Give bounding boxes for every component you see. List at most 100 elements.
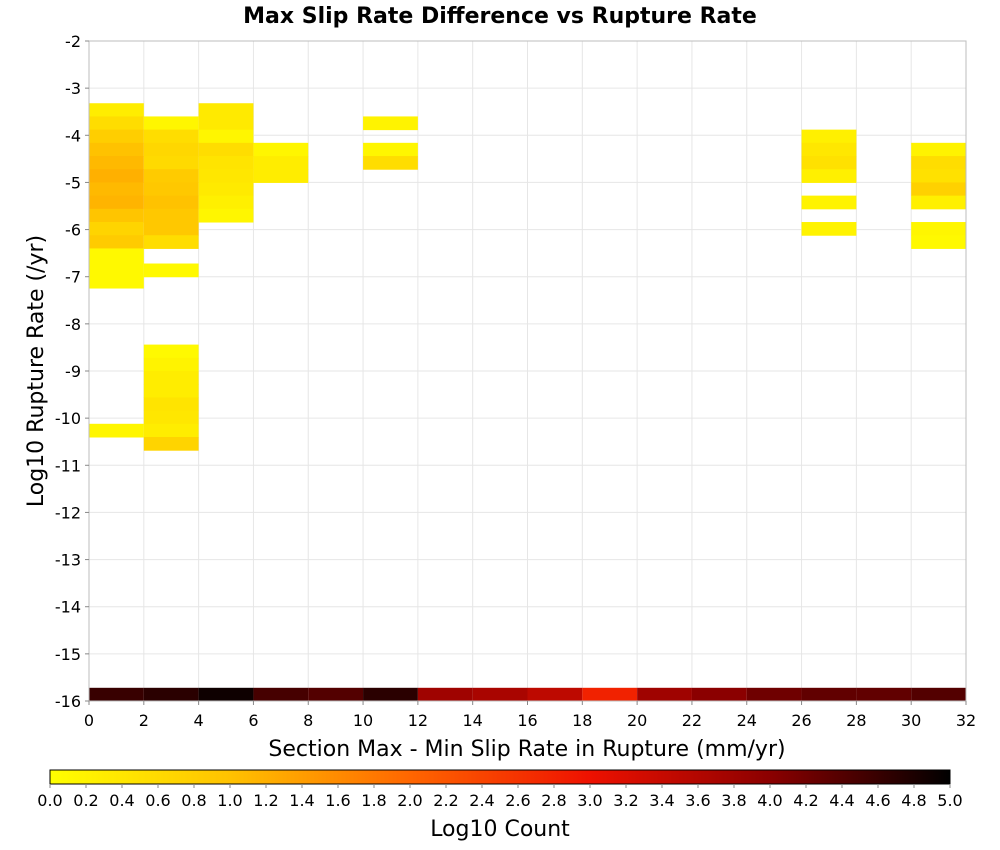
heatmap-cell	[198, 129, 254, 144]
heatmap-cell	[801, 687, 857, 702]
y-tick-label: -13	[55, 551, 81, 570]
heatmap-cell	[198, 687, 254, 702]
heatmap-cell	[253, 142, 309, 157]
y-tick-label: -14	[55, 598, 81, 617]
heatmap-cell	[143, 687, 199, 702]
heatmap-cell	[363, 156, 418, 170]
colorbar-tick-label: 0.8	[181, 791, 206, 810]
heatmap-cell	[253, 169, 309, 183]
heatmap-cell	[801, 142, 857, 157]
colorbar-tick-label: 2.0	[397, 791, 422, 810]
colorbar-tick-label: 2.8	[541, 791, 566, 810]
y-tick-label: -15	[55, 645, 81, 664]
heatmap-cell	[143, 116, 199, 131]
x-tick-label: 28	[846, 711, 866, 730]
heatmap-cell	[143, 263, 199, 278]
heatmap-cell	[691, 687, 747, 702]
heatmap-cell	[417, 687, 473, 702]
x-tick-label: 0	[84, 711, 94, 730]
colorbar-tick-label: 4.4	[829, 791, 854, 810]
colorbar-tick-label: 2.4	[469, 791, 494, 810]
heatmap-cell	[143, 423, 199, 438]
heatmap-cell	[801, 129, 857, 144]
y-tick-label: -3	[65, 79, 81, 98]
heatmap-cell	[89, 116, 144, 131]
x-tick-label: 18	[572, 711, 592, 730]
colorbar-tick-label: 3.8	[721, 791, 746, 810]
heatmap-cell	[143, 344, 199, 359]
heatmap-cell	[582, 687, 638, 702]
heatmap-cell	[89, 208, 144, 223]
colorbar-tick-label: 0.4	[109, 791, 134, 810]
colorbar-tick-label: 0.0	[37, 791, 62, 810]
chart-title: Max Slip Rate Difference vs Rupture Rate	[243, 4, 757, 29]
y-tick-label: -2	[65, 32, 81, 51]
heatmap-cell	[89, 274, 144, 289]
y-tick-label: -5	[65, 173, 81, 192]
heatmap-cell	[363, 687, 418, 702]
heatmap-cell	[143, 142, 199, 157]
x-tick-label: 30	[901, 711, 921, 730]
heatmap-cell	[143, 129, 199, 144]
colorbar-tick-label: 4.0	[757, 791, 782, 810]
colorbar-ticks: 0.0 0.2 0.4 0.6 0.8 1.0 1.2 1.4 1.6 1.8 2.0 2.2 2.4 2…	[37, 784, 963, 810]
y-tick-label: -7	[65, 268, 81, 287]
heatmap-cell	[89, 687, 144, 702]
heatmap-cell	[746, 687, 802, 702]
heatmap-cell	[911, 156, 966, 170]
heatmap-cell	[143, 410, 199, 425]
heatmap-cell	[143, 384, 199, 398]
heatmap-cell	[89, 261, 144, 276]
heatmap-cell	[89, 248, 144, 263]
heatmap-cell	[856, 687, 912, 702]
colorbar	[49, 769, 951, 785]
heatmap-cell	[89, 195, 144, 210]
y-tick-label: -16	[55, 692, 81, 711]
heatmap-cell	[911, 195, 966, 210]
colorbar-tick-label: 3.0	[577, 791, 602, 810]
heatmap-cell	[801, 195, 857, 210]
colorbar-tick-label: 1.6	[325, 791, 350, 810]
heatmap-cell	[911, 235, 966, 249]
x-tick-label: 26	[791, 711, 811, 730]
colorbar-tick-label: 1.2	[253, 791, 278, 810]
heatmap-cell	[198, 208, 254, 223]
heatmap-cell	[363, 116, 418, 131]
heatmap-cell	[89, 235, 144, 249]
heatmap-cell	[801, 169, 857, 183]
x-tick-label: 8	[303, 711, 313, 730]
y-tick-label: -12	[55, 503, 81, 522]
colorbar-tick-label: 0.6	[145, 791, 170, 810]
heatmap-cell	[143, 437, 199, 451]
x-tick-label: 16	[517, 711, 537, 730]
x-tick-label: 20	[627, 711, 647, 730]
heatmap-cell	[143, 357, 199, 372]
heatmap-cell	[143, 195, 199, 210]
heatmap-cell	[911, 222, 966, 236]
colorbar-tick-label: 1.8	[361, 791, 386, 810]
heatmap-cell	[198, 156, 254, 170]
colorbar-tick-label: 5.0	[937, 791, 962, 810]
heatmap-cell	[911, 142, 966, 157]
heatmap-cell	[89, 423, 144, 438]
heatmap-cell	[198, 142, 254, 157]
heatmap-cell	[89, 182, 144, 197]
heatmap-cell	[89, 156, 144, 170]
colorbar-tick-label: 4.6	[865, 791, 890, 810]
heatmap-cell	[89, 103, 144, 117]
x-tick-label: 6	[248, 711, 258, 730]
y-tick-label: -8	[65, 315, 81, 334]
heatmap-cell	[801, 156, 857, 170]
heatmap-cell	[527, 687, 583, 702]
heatmap-cell	[911, 182, 966, 197]
heatmap-cell	[308, 687, 364, 702]
colorbar-tick-label: 0.2	[73, 791, 98, 810]
colorbar-label: Log10 Count	[430, 817, 570, 842]
heatmap-cell	[911, 169, 966, 183]
x-tick-label: 12	[408, 711, 428, 730]
colorbar-tick-label: 2.6	[505, 791, 530, 810]
heatmap-cell	[198, 116, 254, 131]
colorbar-tick-label: 3.6	[685, 791, 710, 810]
heatmap-cell	[911, 687, 966, 702]
heatmap-cell	[198, 169, 254, 183]
